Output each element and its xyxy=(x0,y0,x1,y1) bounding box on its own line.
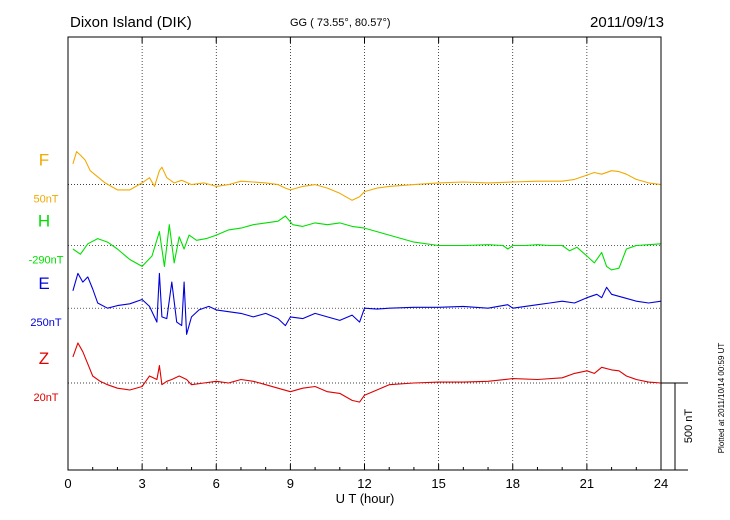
x-tick-label-4: 12 xyxy=(357,476,371,491)
x-tick-label-3: 9 xyxy=(287,476,294,491)
x-tick-label-0: 0 xyxy=(64,476,71,491)
x-tick-label-6: 18 xyxy=(506,476,520,491)
x-tick-label-7: 21 xyxy=(580,476,594,491)
series-name-E: E xyxy=(38,274,49,293)
x-tick-label-5: 15 xyxy=(431,476,445,491)
series-name-H: H xyxy=(38,212,50,231)
series-name-Z: Z xyxy=(39,349,49,368)
series-offset-E: 250nT xyxy=(30,317,61,329)
series-offset-Z: 20nT xyxy=(33,392,58,404)
coords-label: GG ( 73.55°, 80.57°) xyxy=(290,17,391,29)
series-offset-H: -290nT xyxy=(29,255,64,267)
scale-bar-label: 500 nT xyxy=(683,409,695,444)
x-axis-title: U T (hour) xyxy=(336,491,395,506)
series-layer xyxy=(72,151,662,403)
x-axis-ticks: 0 3 6 9 12 15 18 21 24 xyxy=(64,37,668,491)
series-line-H xyxy=(72,215,662,271)
series-offset-F: 50nT xyxy=(33,194,58,206)
plotted-at-label: Plotted at 2011/10/14 00:59 UT xyxy=(717,343,726,454)
scale-bar: 500 nT xyxy=(661,382,695,471)
date-label: 2011/09/13 xyxy=(590,14,664,31)
series-line-F xyxy=(72,151,662,201)
series-labels: F 50nT H -290nT E 250nT Z 20nT xyxy=(29,151,64,404)
station-title: Dixon Island (DIK) xyxy=(70,14,192,31)
x-tick-label-1: 3 xyxy=(139,476,146,491)
x-tick-label-8: 24 xyxy=(654,476,668,491)
series-line-E xyxy=(72,272,662,335)
series-name-F: F xyxy=(39,151,49,170)
x-tick-label-2: 6 xyxy=(213,476,220,491)
grid-lines xyxy=(68,37,661,470)
series-line-Z xyxy=(72,342,662,403)
